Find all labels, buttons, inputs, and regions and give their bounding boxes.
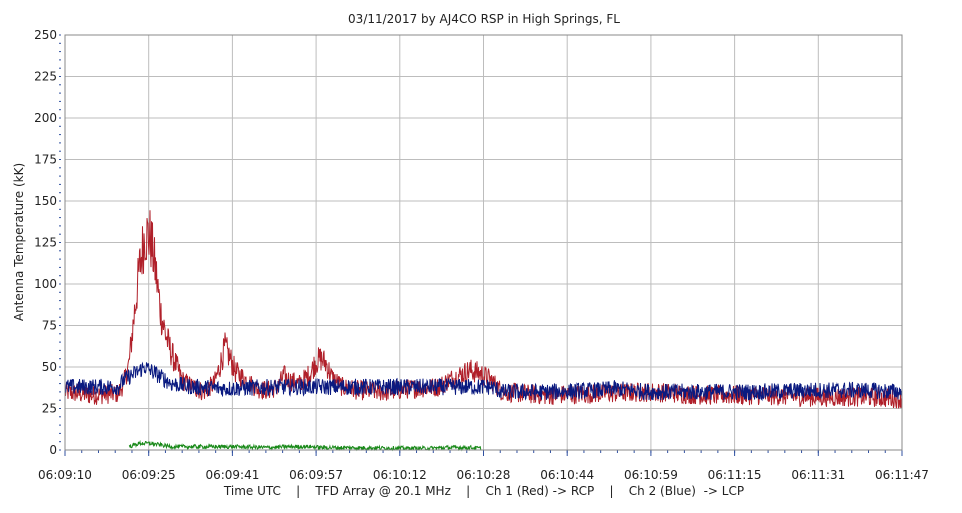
y-tick-label: 100 xyxy=(34,277,57,291)
y-tick-label: 75 xyxy=(42,319,57,333)
y-tick-label: 175 xyxy=(34,153,57,167)
y-tick-label: 150 xyxy=(34,194,57,208)
x-tick-label: 06:11:47 xyxy=(875,468,929,482)
series-line-2 xyxy=(64,361,903,402)
y-tick-label: 0 xyxy=(49,443,57,457)
y-tick-label: 225 xyxy=(34,70,57,84)
series-line-3 xyxy=(128,439,482,452)
x-tick-label: 06:10:59 xyxy=(624,468,678,482)
x-tick-label: 06:11:31 xyxy=(791,468,845,482)
x-tick-label: 06:09:10 xyxy=(38,468,92,482)
x-tick-label: 06:10:12 xyxy=(373,468,427,482)
y-tick-label: 50 xyxy=(42,360,57,374)
x-tick-label: 06:10:44 xyxy=(540,468,594,482)
series-layer xyxy=(64,210,903,452)
x-tick-label: 06:11:15 xyxy=(708,468,762,482)
chart-title: 03/11/2017 by AJ4CO RSP in High Springs,… xyxy=(348,12,620,26)
y-tick-label: 25 xyxy=(42,402,57,416)
y-axis-label: Antenna Temperature (kK) xyxy=(12,163,26,321)
y-tick-label: 125 xyxy=(34,236,57,250)
x-tick-label: 06:09:57 xyxy=(289,468,343,482)
x-tick-label: 06:09:25 xyxy=(122,468,176,482)
tick-layer: 0 25 50 75 100 125 150 175 200 225 250 06:09:10 06:0… xyxy=(34,28,929,482)
x-axis-label: Time UTC | TFD Array @ 20.1 MHz | Ch 1 (… xyxy=(223,484,744,498)
plot-frame xyxy=(64,34,903,451)
y-tick-label: 250 xyxy=(34,28,57,42)
y-tick-label: 200 xyxy=(34,111,57,125)
x-tick-label: 06:09:41 xyxy=(205,468,259,482)
x-tick-label: 06:10:28 xyxy=(457,468,511,482)
